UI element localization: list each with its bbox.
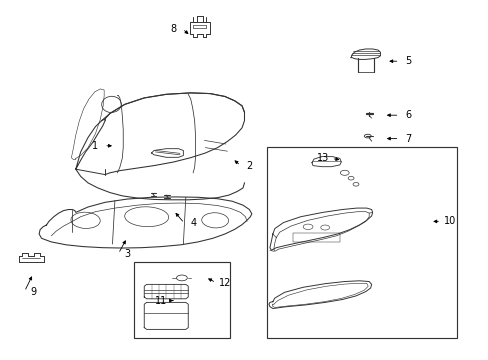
Bar xyxy=(266,147,456,338)
Text: 7: 7 xyxy=(405,134,410,144)
Text: 4: 4 xyxy=(190,218,196,228)
Text: 3: 3 xyxy=(124,249,130,259)
Text: 6: 6 xyxy=(405,110,410,120)
Bar xyxy=(293,233,339,242)
Text: 13: 13 xyxy=(316,153,328,163)
Text: 5: 5 xyxy=(405,56,410,66)
Text: 8: 8 xyxy=(170,24,176,34)
Text: 1: 1 xyxy=(92,141,98,151)
Text: 10: 10 xyxy=(443,216,455,226)
Text: 9: 9 xyxy=(30,287,36,297)
Text: 12: 12 xyxy=(218,278,231,288)
Text: 2: 2 xyxy=(246,161,252,171)
Text: 11: 11 xyxy=(155,296,167,306)
Bar xyxy=(134,262,229,338)
